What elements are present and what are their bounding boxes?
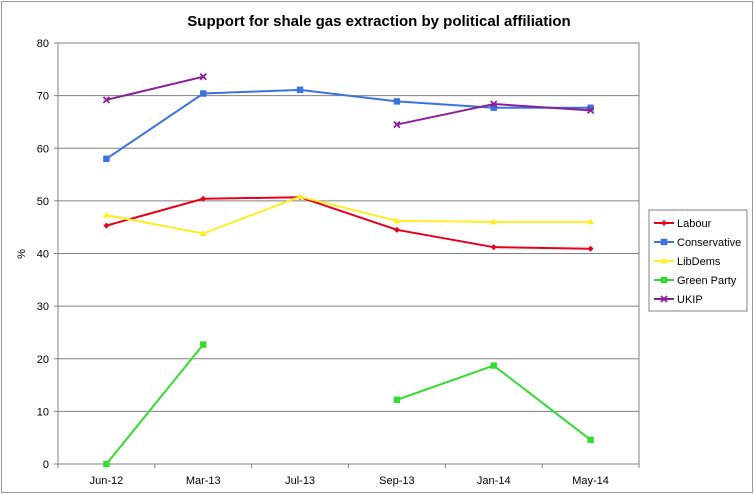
y-tick-label: 70 [37, 91, 49, 103]
data-point [200, 195, 207, 202]
series-line [106, 195, 591, 235]
series-line [105, 343, 205, 465]
data-point [661, 220, 667, 226]
legend: Labour Conservative LibDems Green Party UKIP [648, 209, 748, 312]
legend-item: Conservative [654, 237, 741, 249]
legend-item: Labour [654, 218, 712, 230]
data-point [199, 73, 207, 81]
y-tick-label: 60 [37, 143, 49, 155]
y-tick-label: 10 [37, 406, 49, 418]
legend-label: LibDems [677, 256, 721, 268]
data-point [586, 106, 595, 114]
y-tick-label: 50 [37, 196, 49, 208]
legend-label: Labour [677, 218, 712, 230]
legend-item: LibDems [654, 256, 721, 268]
series-libdems [102, 193, 595, 237]
series-line [105, 88, 591, 160]
data-point [660, 295, 668, 303]
series-green-party [103, 341, 594, 468]
data-point [103, 222, 110, 229]
gridlines [58, 95, 639, 412]
x-tick-label: Jun-12 [90, 475, 124, 487]
data-point [296, 193, 304, 200]
y-tick-label: 20 [37, 354, 49, 366]
x-tick-label: Sep-13 [379, 475, 414, 487]
data-point [103, 155, 110, 162]
data-point [393, 120, 401, 129]
series-conservative [103, 86, 594, 162]
data-point [393, 98, 401, 105]
legend-label: Conservative [677, 237, 741, 249]
chart-title: Support for shale gas extraction by poli… [187, 13, 570, 30]
x-tick-label: May-14 [572, 475, 609, 487]
data-point [393, 396, 401, 403]
data-point [660, 238, 668, 246]
y-tick-label: 30 [37, 301, 49, 313]
data-point [490, 244, 497, 251]
series-line [106, 75, 204, 101]
y-axis-label: % [16, 249, 28, 259]
legend-item: Green Party [654, 275, 737, 287]
y-tick-label: 0 [43, 459, 49, 471]
data-point [393, 226, 400, 233]
data-point [587, 245, 594, 252]
legend-item: UKIP [654, 294, 703, 306]
data-point [102, 211, 110, 218]
series-labour [103, 194, 594, 252]
data-point [393, 217, 401, 224]
x-tick-label: Jan-14 [477, 475, 511, 487]
data-point [587, 104, 594, 111]
legend-label: Green Party [677, 275, 737, 287]
series-line [106, 196, 591, 250]
legend-label: UKIP [677, 294, 703, 306]
x-tick-label: Mar-13 [186, 475, 221, 487]
data-point [200, 90, 207, 97]
x-tick-label: Jul-13 [285, 475, 315, 487]
data-point [490, 100, 498, 108]
series-lines [102, 73, 595, 468]
y-tick-label: 80 [37, 38, 49, 50]
data-point [490, 104, 497, 111]
data-point [103, 460, 110, 468]
data-point [587, 218, 595, 225]
series-ukip [102, 73, 595, 129]
data-point [200, 341, 207, 348]
data-point [296, 86, 304, 94]
axes: 0 10 20 30 40 50 60 70 80 Jun-12 Mar-13 Jul-13 Sep-1… [37, 38, 640, 487]
data-point [587, 436, 594, 443]
data-point [199, 230, 207, 237]
data-point [660, 257, 668, 264]
y-tick-label: 40 [37, 249, 49, 261]
data-point [490, 362, 497, 369]
data-point [660, 276, 668, 284]
data-point [102, 96, 111, 104]
data-point [490, 218, 498, 225]
